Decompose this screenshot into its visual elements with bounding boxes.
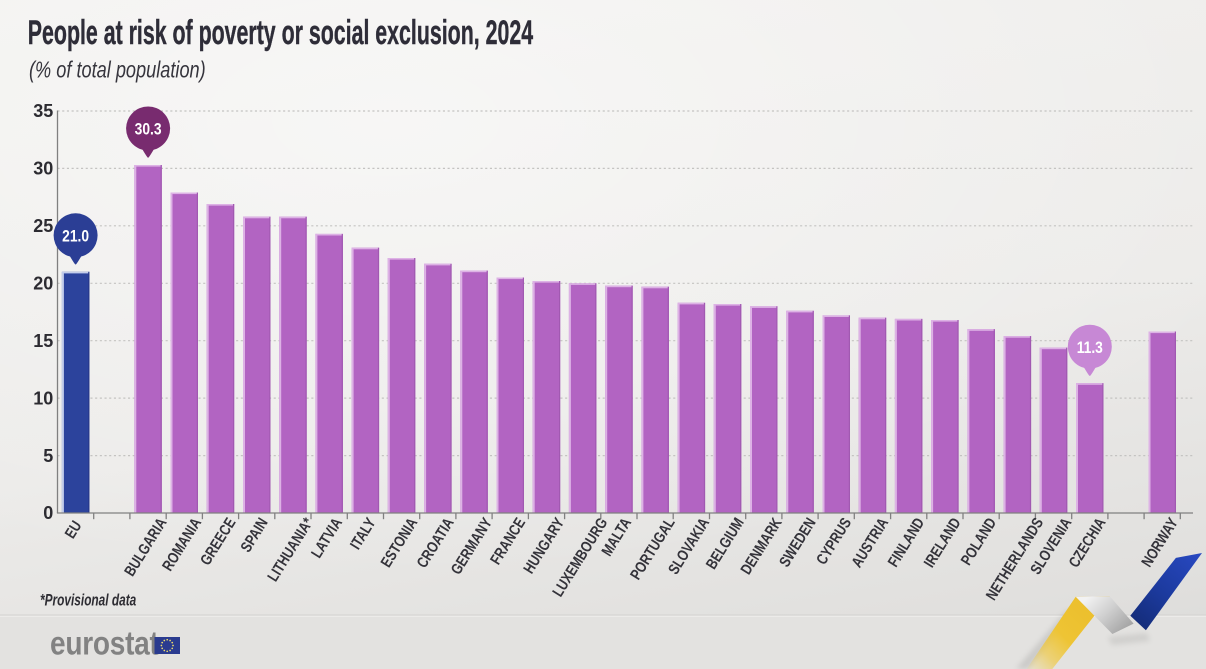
svg-text:IRELAND: IRELAND: [920, 514, 964, 570]
svg-text:People at risk of poverty or s: People at risk of poverty or social excl…: [28, 14, 533, 52]
svg-text:POLAND: POLAND: [957, 514, 1000, 568]
svg-text:10: 10: [33, 388, 53, 408]
svg-text:20: 20: [33, 274, 53, 294]
svg-text:GREECE: GREECE: [196, 514, 239, 568]
svg-text:ITALY: ITALY: [346, 514, 379, 552]
svg-text:eurostat: eurostat: [50, 625, 159, 662]
svg-text:BULGARIA: BULGARIA: [120, 514, 170, 579]
svg-text:35: 35: [33, 101, 53, 121]
svg-text:30.3: 30.3: [135, 120, 162, 139]
svg-text:30: 30: [33, 159, 53, 179]
svg-text:*Provisional data: *Provisional data: [40, 592, 136, 610]
svg-text:21.0: 21.0: [62, 227, 89, 246]
svg-text:0: 0: [43, 503, 53, 523]
svg-text:5: 5: [43, 446, 53, 466]
svg-text:SPAIN: SPAIN: [237, 514, 272, 555]
svg-text:(% of total population): (% of total population): [29, 58, 206, 84]
svg-text:LATVIA: LATVIA: [307, 514, 345, 561]
svg-text:15: 15: [33, 331, 53, 351]
svg-text:EU: EU: [61, 517, 85, 541]
svg-text:11.3: 11.3: [1077, 339, 1103, 358]
svg-text:25: 25: [33, 216, 53, 236]
